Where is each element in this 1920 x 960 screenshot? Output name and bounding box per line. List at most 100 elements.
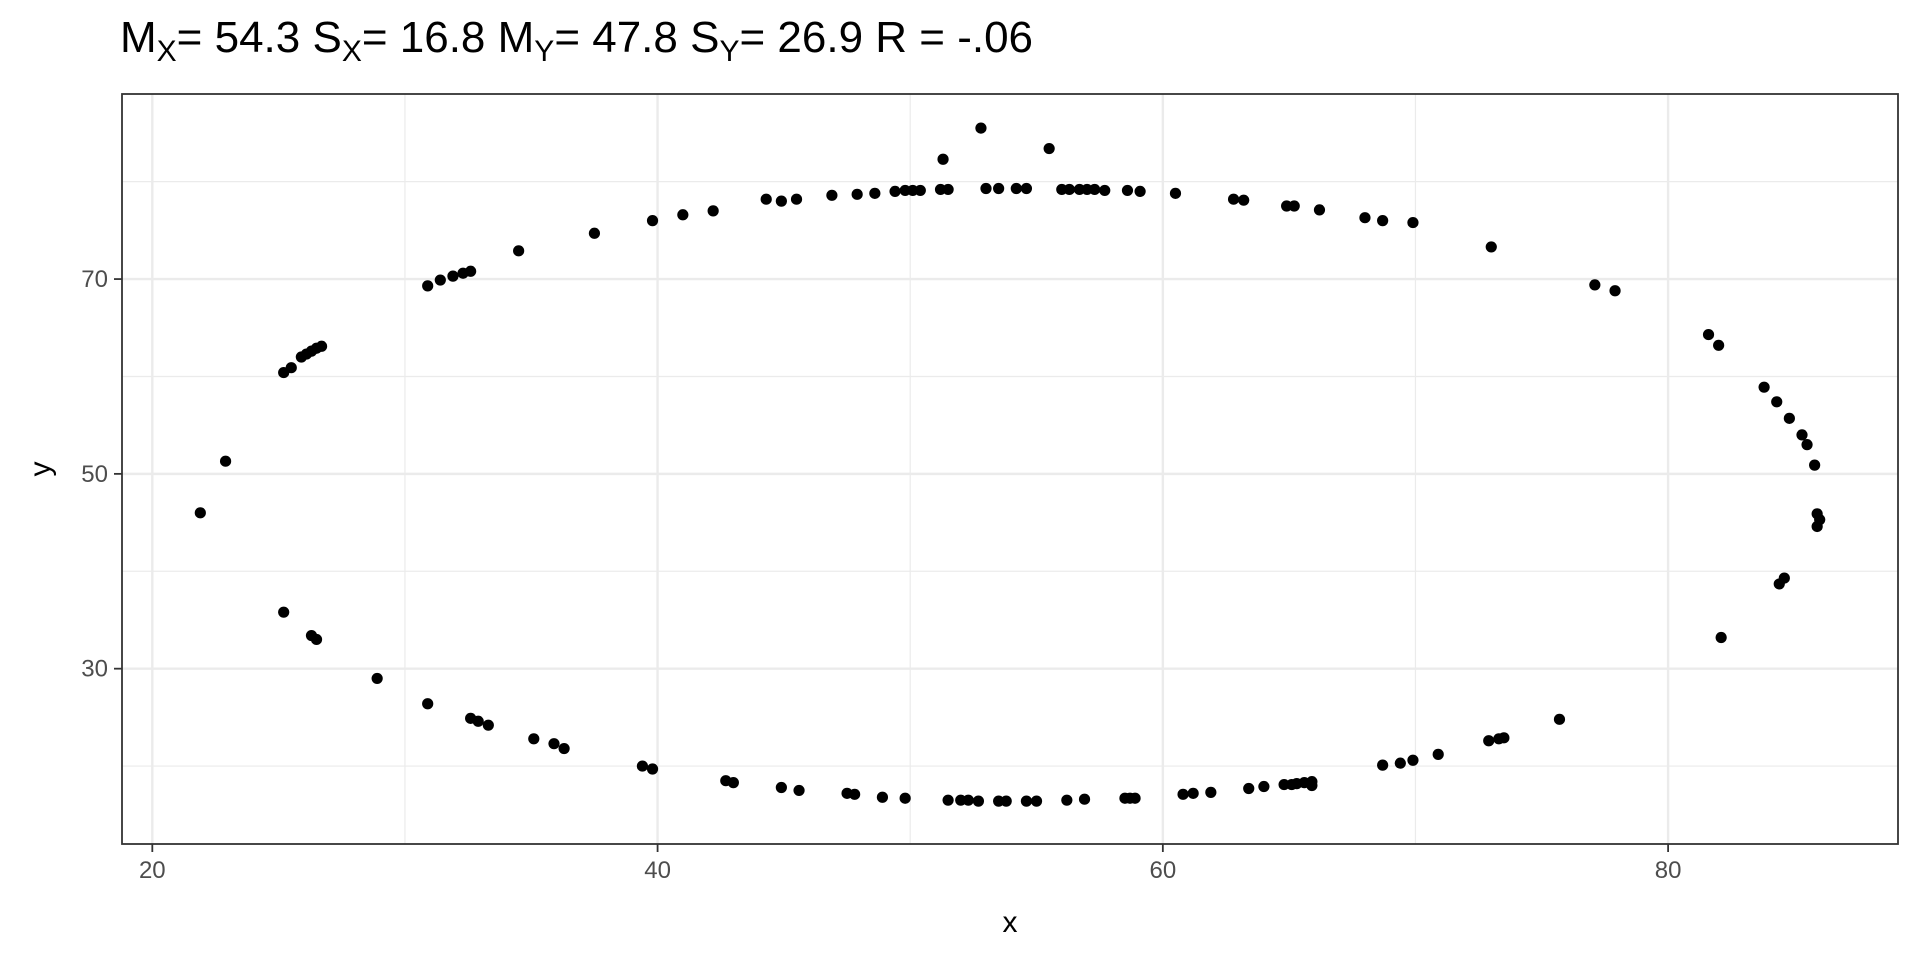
- data-point: [1432, 748, 1444, 760]
- data-point: [1809, 459, 1821, 471]
- data-point: [793, 784, 805, 797]
- data-point: [1713, 339, 1725, 351]
- data-point: [1589, 279, 1601, 291]
- data-point: [962, 794, 974, 806]
- data-point: [1553, 713, 1566, 725]
- data-point: [447, 270, 459, 282]
- data-point: [528, 733, 540, 745]
- data-point: [1169, 187, 1182, 199]
- data-point: [1020, 182, 1033, 195]
- data-point: [310, 633, 323, 646]
- data-point: [942, 183, 954, 196]
- data-point: [980, 182, 992, 195]
- data-point: [482, 719, 494, 731]
- data-point: [548, 738, 560, 750]
- data-point: [760, 193, 772, 205]
- data-point: [727, 777, 739, 789]
- data-point: [1377, 215, 1389, 227]
- data-point: [1407, 754, 1419, 766]
- data-point: [1407, 216, 1419, 229]
- data-point: [1078, 793, 1091, 805]
- data-point: [942, 794, 954, 806]
- data-point: [1205, 786, 1217, 798]
- data-point: [278, 606, 290, 618]
- data-point: [1609, 285, 1621, 297]
- data-point: [278, 366, 290, 379]
- data-point: [1702, 328, 1715, 341]
- data-point: [1783, 412, 1795, 424]
- data-point: [219, 455, 232, 467]
- data-point: [1313, 204, 1326, 216]
- x-tick-label: 20: [139, 857, 166, 884]
- data-point: [646, 763, 659, 775]
- chart-title: MX= 54.3 SX= 16.8 MY= 47.8 SY= 26.9 R = …: [120, 13, 1033, 68]
- data-point: [993, 182, 1005, 195]
- x-tick-label: 80: [1655, 857, 1682, 884]
- data-point: [1281, 200, 1293, 212]
- data-point: [937, 153, 949, 165]
- data-points: [194, 122, 1826, 807]
- x-tick-label: 60: [1149, 857, 1176, 884]
- data-point: [1030, 795, 1043, 807]
- data-point: [899, 184, 911, 197]
- data-point: [775, 781, 787, 794]
- data-point: [1089, 183, 1101, 196]
- data-point: [646, 215, 659, 227]
- data-point: [422, 280, 434, 292]
- y-tick-label: 70: [81, 266, 108, 293]
- y-axis-ticks: 30 50 70: [81, 266, 122, 683]
- data-point: [775, 195, 787, 207]
- data-point: [790, 193, 803, 205]
- data-point: [1359, 212, 1371, 224]
- y-tick-label: 30: [81, 656, 108, 683]
- data-point: [1394, 757, 1406, 769]
- data-point: [1099, 184, 1111, 197]
- data-point: [849, 788, 861, 800]
- data-point: [558, 742, 570, 755]
- x-axis-title: x: [1003, 906, 1018, 939]
- data-point: [1063, 183, 1075, 196]
- data-point: [1000, 795, 1012, 807]
- data-point: [851, 188, 863, 200]
- data-point: [677, 209, 689, 221]
- data-point: [422, 698, 434, 710]
- data-point: [636, 760, 649, 772]
- data-point: [1796, 429, 1808, 441]
- data-point: [975, 122, 987, 134]
- major-gridlines: [122, 94, 1898, 844]
- data-point: [1187, 787, 1199, 799]
- data-point: [707, 205, 719, 217]
- data-point: [1129, 792, 1141, 804]
- plot-panel: [122, 94, 1898, 844]
- data-point: [876, 791, 889, 803]
- data-point: [1227, 193, 1240, 205]
- data-point: [295, 351, 307, 363]
- data-point: [1485, 241, 1497, 253]
- data-point: [826, 189, 838, 201]
- data-point: [1377, 759, 1389, 771]
- panel-border: [121, 93, 1899, 845]
- y-tick-label: 50: [81, 461, 108, 488]
- data-point: [869, 187, 881, 199]
- data-point: [1061, 794, 1073, 806]
- data-point: [371, 672, 383, 685]
- x-axis-ticks: 20 40 60 80: [139, 844, 1681, 884]
- x-tick-label: 40: [644, 857, 671, 884]
- data-point: [899, 792, 911, 804]
- data-point: [1306, 779, 1318, 792]
- data-point: [1771, 396, 1783, 408]
- data-point: [1010, 182, 1022, 195]
- data-point: [434, 274, 446, 286]
- data-point: [1483, 735, 1495, 747]
- y-axis-title: y: [24, 462, 57, 477]
- data-point: [457, 267, 469, 279]
- data-point: [1134, 185, 1146, 198]
- data-point: [588, 227, 601, 239]
- data-point: [1811, 508, 1823, 520]
- data-point: [1243, 782, 1255, 795]
- data-point: [1043, 142, 1055, 155]
- data-point: [1715, 631, 1727, 644]
- data-point: [1258, 780, 1270, 793]
